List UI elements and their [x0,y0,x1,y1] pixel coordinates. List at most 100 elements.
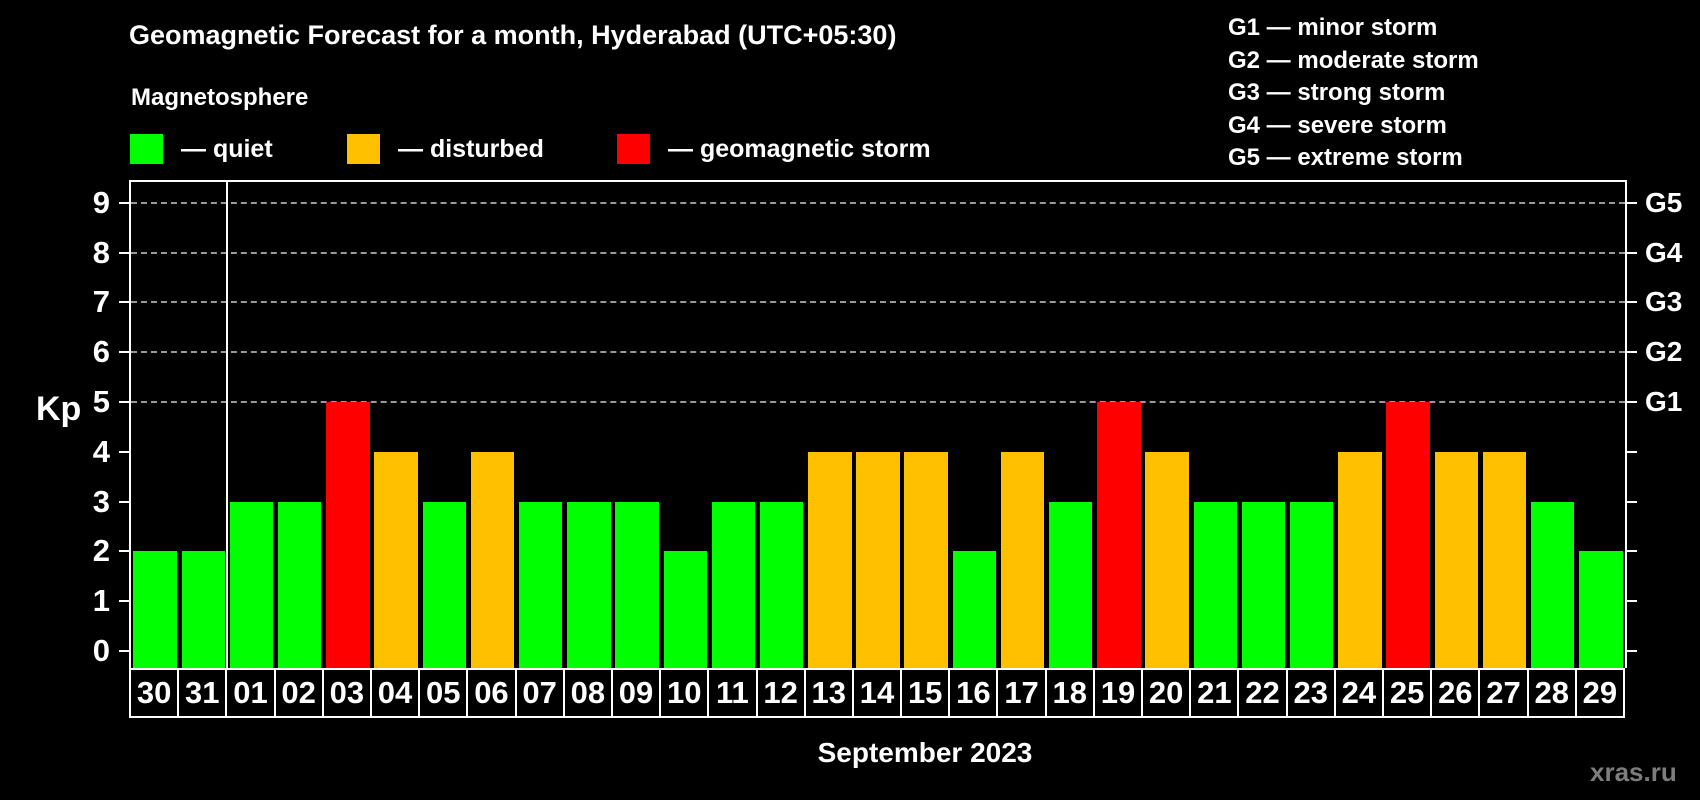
y-tick-label-4: 4 [92,433,110,469]
day-box-26: 26 [1430,668,1481,718]
right-tick-1 [1627,600,1637,603]
y-tick-label-5: 5 [92,384,110,419]
gridline-kp7 [131,301,1625,304]
day-box-11: 11 [707,668,758,718]
day-box-18: 18 [1044,668,1095,718]
x-axis-title: September 2023 [817,737,1033,768]
day-box-23: 23 [1285,668,1336,718]
bar-day-18 [1049,501,1093,668]
day-box-21: 21 [1189,668,1240,718]
bar-day-24 [1338,451,1382,668]
day-box-07: 07 [514,668,565,718]
day-box-05: 05 [418,668,469,718]
day-box-17: 17 [996,668,1047,718]
day-box-28: 28 [1526,668,1577,718]
g-scale-legend: G1 — minor storm G2 — moderate storm G3 … [1228,12,1479,175]
right-tick-9 [1627,201,1637,204]
legend-item-storm: — geomagnetic storm [617,134,931,164]
watermark: xras.ru [1590,757,1677,787]
bar-day-05 [422,501,466,668]
right-tick-6 [1627,351,1637,354]
day-box-15: 15 [900,668,951,718]
y-tick-label-8: 8 [92,234,110,270]
bar-day-03 [326,402,370,668]
y-tick-label-6: 6 [92,334,110,370]
storm-color-swatch [617,134,650,164]
g-level-label-g4: G4 [1645,236,1683,268]
day-box-20: 20 [1141,668,1192,718]
right-tick-8 [1627,251,1637,254]
right-tick-7 [1627,301,1637,304]
bar-day-22 [1241,501,1286,668]
magnetosphere-label: Magnetosphere [131,84,309,111]
right-tick-4 [1627,450,1637,453]
bar-day-06 [470,451,515,668]
y-tick-label-0: 0 [92,633,110,668]
month-separator [226,182,229,668]
gridline-kp5 [131,401,1625,403]
day-box-24: 24 [1333,668,1385,718]
day-box-09: 09 [610,668,662,718]
storm-label: — geomagnetic storm [668,135,931,163]
gridline-kp6 [131,351,1625,354]
quiet-label: — quiet [181,135,273,163]
bar-day-26 [1434,451,1479,668]
left-tick-1 [119,600,129,603]
y-tick-label-1: 1 [92,583,110,619]
bar-day-07 [518,501,563,668]
day-box-02: 02 [273,668,324,718]
bar-day-28 [1531,501,1575,668]
left-tick-4 [119,450,129,453]
g-level-label-g1: G1 [1645,386,1683,417]
bar-day-04 [374,451,418,668]
plot-area [129,180,1627,668]
left-tick-7 [119,301,129,304]
g1-legend-line: G1 — minor storm [1228,14,1438,41]
day-box-25: 25 [1382,668,1433,718]
day-box-01: 01 [225,668,276,718]
bar-day-02 [277,501,322,668]
right-tick-0 [1627,650,1637,652]
day-box-30: 30 [129,668,180,718]
day-box-31: 31 [177,668,228,718]
day-box-29: 29 [1574,668,1625,718]
day-box-16: 16 [948,668,999,718]
g2-legend-line: G2 — moderate storm [1228,46,1479,74]
bar-day-21 [1193,501,1238,668]
bar-day-25 [1386,402,1430,668]
left-tick-0 [119,650,129,652]
y-tick-label-3: 3 [92,483,110,519]
g-level-label-g5: G5 [1645,186,1683,218]
bar-day-29 [1579,551,1623,668]
left-tick-8 [119,251,129,254]
day-box-14: 14 [851,668,903,718]
disturbed-color-swatch [347,134,380,164]
bar-day-27 [1482,451,1527,668]
bar-day-09 [615,501,659,668]
legend-item-quiet: — quiet [130,134,273,164]
right-tick-2 [1627,550,1637,553]
day-box-06: 06 [466,668,517,718]
g5-legend-line: G5 — extreme storm [1228,144,1463,171]
g3-legend-line: G3 — strong storm [1228,79,1446,106]
bar-day-10 [663,551,707,668]
g-level-label-g3: G3 [1645,286,1683,318]
left-tick-9 [119,201,129,204]
chart-title: Geomagnetic Forecast for a month, Hydera… [129,20,897,50]
bar-day-23 [1290,501,1334,668]
g-level-label-g2: G2 [1645,336,1683,368]
day-box-22: 22 [1237,668,1288,718]
bar-day-31 [181,551,225,668]
day-box-10: 10 [659,668,710,718]
bar-day-12 [759,501,804,668]
left-tick-5 [119,401,129,403]
gridline-kp9 [131,201,1625,204]
day-box-03: 03 [321,668,372,718]
bar-day-13 [808,451,852,668]
y-tick-label-7: 7 [92,284,110,320]
y-axis-title: Kp [36,390,82,428]
legend-item-disturbed: — disturbed [347,134,544,164]
g4-legend-line: G4 — severe storm [1228,111,1447,139]
bar-day-30 [133,551,177,668]
